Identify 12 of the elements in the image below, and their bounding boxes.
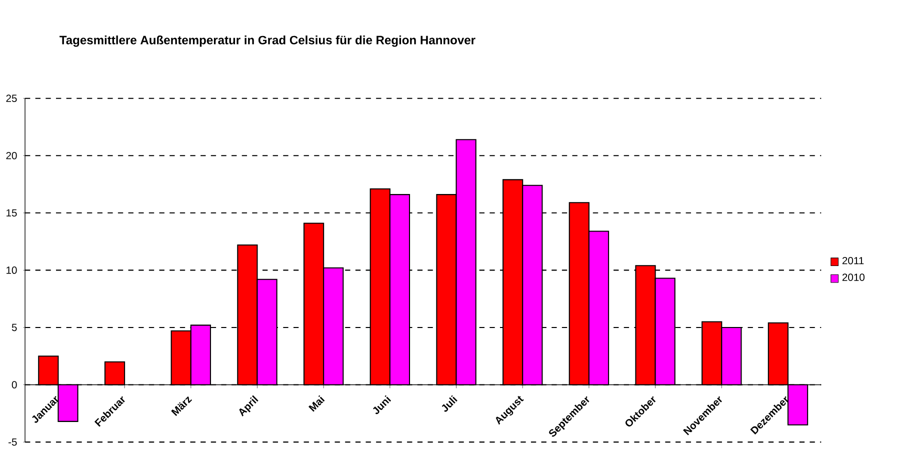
x-tick-label: Mai (308, 395, 325, 412)
y-tick-label: 15 (6, 209, 17, 216)
x-tick-label: Juli (442, 395, 458, 412)
legend-label: 2010 (842, 273, 865, 281)
y-tick-label: 5 (12, 324, 17, 331)
y-tick-label: -5 (8, 438, 17, 446)
y-tick-label: 0 (12, 380, 17, 388)
legend-label: 2011 (842, 256, 864, 264)
y-tick-label: 25 (6, 94, 17, 102)
y-tick-label: 20 (6, 152, 17, 160)
y-tick-label: 10 (6, 266, 17, 274)
chart-title: Tagesmittlere Außentemperatur in Grad Celsius für die Region Hannover (60, 35, 476, 47)
